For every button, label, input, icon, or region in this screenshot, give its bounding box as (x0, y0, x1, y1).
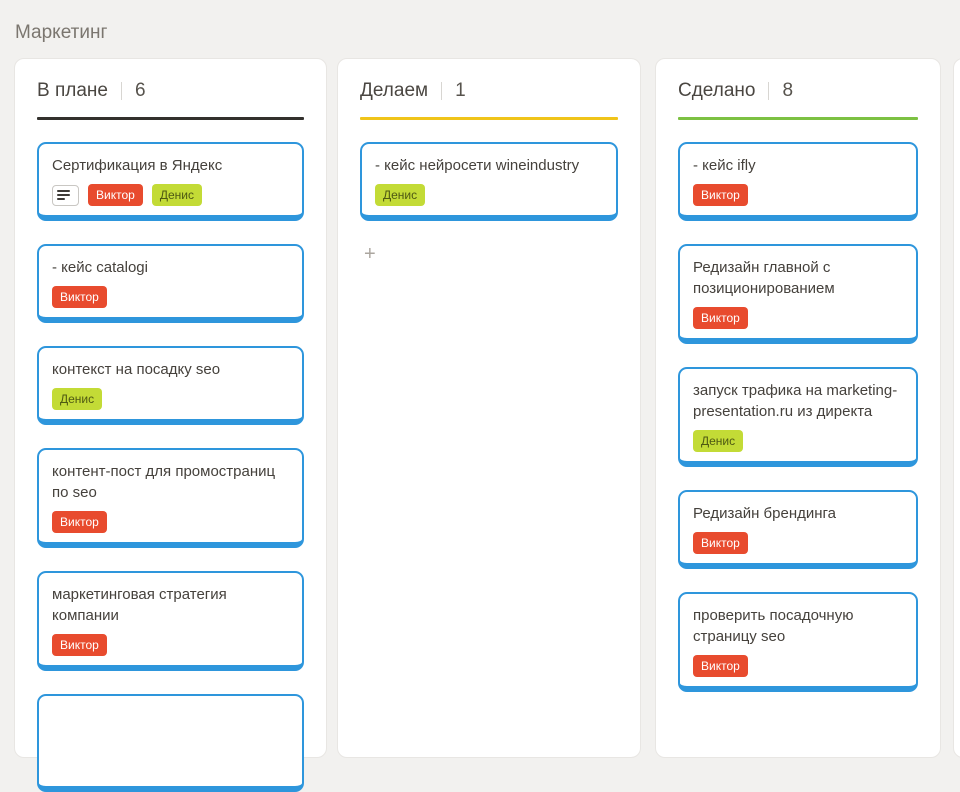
add-card-button[interactable]: + (364, 243, 376, 265)
task-card[interactable]: маркетинговая стратегия компании Виктор (37, 571, 304, 671)
assignee-label[interactable]: Виктор (693, 184, 748, 206)
column-title: Делаем (360, 80, 429, 101)
task-card[interactable]: Редизайн брендинга Виктор (678, 490, 918, 569)
assignee-label[interactable]: Виктор (52, 511, 107, 533)
card-title: проверить посадочную страницу seo (693, 607, 854, 645)
assignee-label[interactable]: Денис (375, 184, 426, 206)
kanban-page: Маркетинг В плане 6 Сертификация в Яндек… (0, 22, 960, 792)
column-separator (120, 82, 122, 100)
assignee-label[interactable]: Денис (693, 430, 744, 452)
card-meta: Виктор (52, 634, 289, 656)
assignee-label[interactable]: Денис (52, 388, 103, 410)
column-count: 1 (455, 80, 466, 101)
page-title: Маркетинг (15, 22, 108, 43)
column-title: В плане (37, 80, 108, 101)
task-card[interactable] (37, 694, 304, 792)
task-card[interactable]: запуск трафика на marketing-presentation… (678, 367, 918, 467)
card-title: маркетинговая стратегия компании (52, 586, 227, 624)
column-underline (360, 117, 618, 120)
task-card[interactable]: проверить посадочную страницу seo Виктор (678, 592, 918, 692)
card-meta: Денис (375, 184, 603, 206)
assignee-label[interactable]: Виктор (693, 655, 748, 677)
column-underline (678, 117, 918, 120)
description-icon (52, 184, 79, 206)
assignee-label[interactable]: Виктор (693, 307, 748, 329)
column-separator (441, 82, 443, 100)
card-title: - кейс catalogi (52, 259, 148, 276)
column-underline (37, 117, 304, 120)
column-title: Сделано (678, 80, 756, 101)
card-title: - кейс нейросети wineindustry (375, 157, 580, 174)
task-card[interactable]: Редизайн главной с позиционированием Вик… (678, 244, 918, 344)
card-meta: Виктор (693, 655, 903, 677)
card-list: Сертификация в Яндекс Виктор Денис - кейс… (37, 142, 304, 792)
assignee-label[interactable]: Виктор (693, 532, 748, 554)
task-card[interactable]: - кейс нейросети wineindustry Денис (360, 142, 618, 221)
task-card[interactable]: - кейс catalogi Виктор (37, 244, 304, 323)
card-meta: Виктор (693, 532, 903, 554)
assignee-label[interactable]: Виктор (88, 184, 143, 206)
card-title: контекст на посадку seo (52, 361, 221, 378)
card-list: - кейс ifly Виктор Редизайн главной с по… (678, 142, 918, 692)
card-list: - кейс нейросети wineindustry Денис + (360, 142, 618, 264)
card-meta: Виктор Денис (52, 184, 289, 206)
column-partial-right (953, 58, 960, 758)
card-title: Редизайн брендинга (693, 505, 836, 522)
card-meta: Виктор (693, 307, 903, 329)
card-title: - кейс ifly (693, 157, 756, 174)
column-header: Сделано 8 (678, 80, 918, 102)
column-count: 6 (134, 80, 146, 101)
column-separator (768, 82, 770, 100)
card-meta: Виктор (52, 286, 289, 308)
card-meta: Денис (52, 388, 289, 410)
task-card[interactable]: контекст на посадку seo Денис (37, 346, 304, 425)
card-title: запуск трафика на marketing-presentation… (693, 382, 898, 420)
card-title: Сертификация в Яндекс (52, 157, 223, 174)
board: В плане 6 Сертификация в Яндекс Виктор Де… (14, 58, 960, 792)
board-column: Сделано 8 - кейс ifly Виктор Редизайн гл… (655, 58, 941, 758)
column-header: В плане 6 (37, 80, 304, 102)
card-meta: Виктор (693, 184, 903, 206)
card-meta: Виктор (52, 511, 289, 533)
task-card[interactable]: контент-пост для промостраниц по seo Вик… (37, 448, 304, 548)
assignee-label[interactable]: Денис (151, 184, 202, 206)
task-card[interactable]: - кейс ifly Виктор (678, 142, 918, 221)
board-column: Делаем 1 - кейс нейросети wineindustry Д… (337, 58, 641, 758)
board-column: В плане 6 Сертификация в Яндекс Виктор Де… (14, 58, 327, 792)
task-card[interactable]: Сертификация в Яндекс Виктор Денис (37, 142, 304, 221)
card-title: Редизайн главной с позиционированием (693, 259, 835, 297)
card-title: контент-пост для промостраниц по seo (52, 463, 276, 501)
assignee-label[interactable]: Виктор (52, 286, 107, 308)
assignee-label[interactable]: Виктор (52, 634, 107, 656)
card-meta: Денис (693, 430, 903, 452)
column-count: 8 (782, 80, 794, 101)
column-header: Делаем 1 (360, 80, 618, 102)
